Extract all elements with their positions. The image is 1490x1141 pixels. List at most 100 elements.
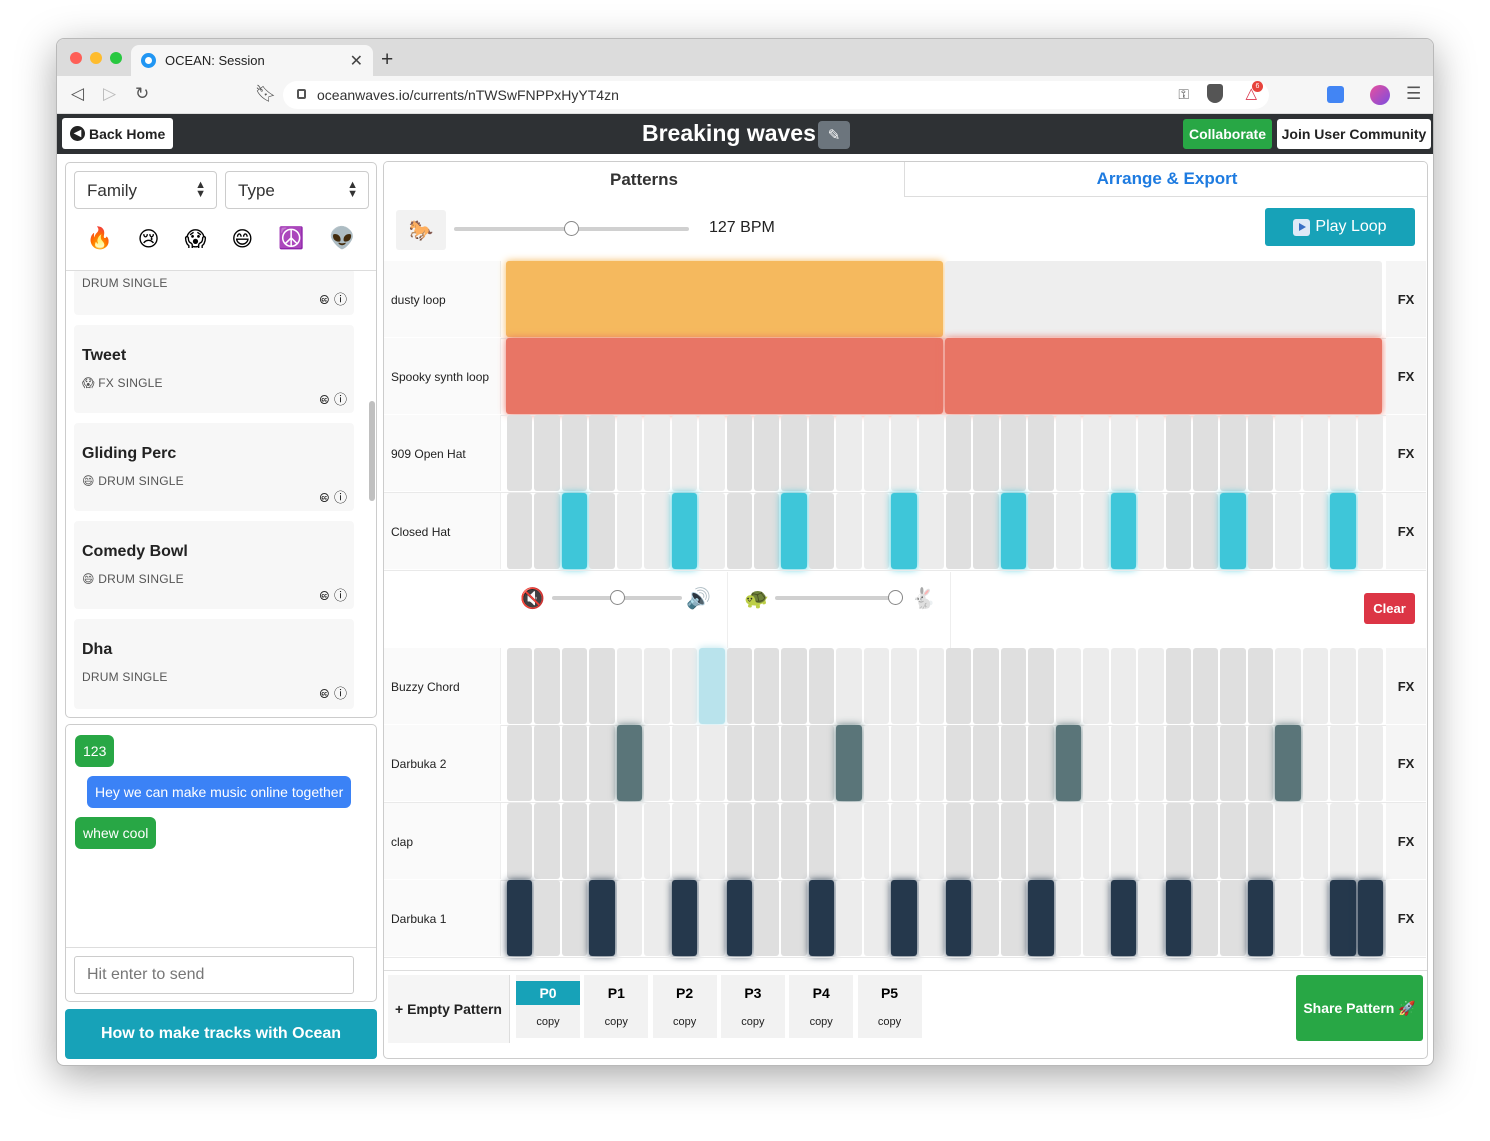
step-cell[interactable] (946, 648, 972, 724)
step-cell[interactable] (534, 648, 560, 724)
step-cell[interactable] (946, 880, 972, 956)
pattern-label[interactable]: P3 (744, 985, 762, 1001)
step-cell[interactable] (507, 415, 533, 491)
step-cell[interactable] (1302, 725, 1329, 801)
step-cell[interactable] (753, 648, 780, 724)
step-cell[interactable] (1330, 415, 1356, 491)
sad-emoji-filter[interactable]: 😢 (137, 227, 160, 251)
step-cell[interactable] (1055, 725, 1082, 801)
step-cell[interactable] (1138, 493, 1164, 569)
step-cell[interactable] (1275, 415, 1301, 491)
step-cell[interactable] (1220, 880, 1246, 956)
back-arrow-icon[interactable]: ◁ (71, 84, 85, 103)
step-cell[interactable] (699, 648, 725, 724)
step-cell[interactable] (1302, 415, 1329, 491)
sample-list-scrollbar[interactable] (369, 401, 375, 501)
browser-tab[interactable]: OCEAN: Session ✕ (131, 45, 373, 76)
copy-pattern-link[interactable]: copy (741, 1016, 765, 1028)
step-cell[interactable] (1275, 803, 1301, 879)
step-cell[interactable] (863, 725, 890, 801)
step-cell[interactable] (781, 415, 807, 491)
step-cell[interactable] (1028, 493, 1054, 569)
step-cell[interactable] (1220, 803, 1246, 879)
step-cell[interactable] (808, 493, 835, 569)
fx-button[interactable]: FX (1386, 880, 1426, 956)
step-cell[interactable] (781, 725, 807, 801)
step-cell[interactable] (589, 880, 615, 956)
step-cell[interactable] (671, 803, 698, 879)
step-cell[interactable] (1165, 803, 1191, 879)
scream-emoji-filter[interactable]: 😱 (184, 227, 207, 251)
step-cell[interactable] (863, 648, 890, 724)
step-cell[interactable] (753, 725, 780, 801)
step-cell[interactable] (781, 648, 807, 724)
step-cell[interactable] (589, 725, 615, 801)
step-cell[interactable] (1220, 415, 1246, 491)
copy-pattern-link[interactable]: copy (809, 1016, 833, 1028)
step-cell[interactable] (1055, 648, 1082, 724)
step-cell[interactable] (1247, 725, 1274, 801)
step-cell[interactable] (946, 803, 972, 879)
step-cell[interactable] (1138, 648, 1164, 724)
step-cell[interactable] (1083, 803, 1109, 879)
rabbit-icon[interactable]: 🐇 (911, 588, 936, 610)
step-cell[interactable] (1138, 803, 1164, 879)
empty-pattern-button[interactable]: + Empty Pattern (388, 975, 510, 1043)
fx-button[interactable]: FX (1386, 725, 1426, 801)
step-cell[interactable] (1330, 725, 1356, 801)
step-cell[interactable] (753, 415, 780, 491)
step-cell[interactable] (1357, 880, 1383, 956)
copy-pattern-link[interactable]: copy (536, 1016, 560, 1028)
step-cell[interactable] (616, 415, 643, 491)
step-cell[interactable] (644, 648, 670, 724)
back-home-button[interactable]: ◀ Back Home (62, 118, 174, 149)
step-cell[interactable] (616, 725, 643, 801)
step-cell[interactable] (891, 725, 917, 801)
maximize-window-button[interactable] (110, 52, 122, 64)
step-cell[interactable] (918, 803, 944, 879)
step-cell[interactable] (561, 415, 588, 491)
step-cell[interactable] (1083, 415, 1109, 491)
step-cell[interactable] (1083, 493, 1109, 569)
step-cell[interactable] (1165, 415, 1191, 491)
fx-button[interactable]: FX (1386, 415, 1426, 491)
fire-emoji-filter[interactable]: 🔥 (86, 227, 113, 250)
fx-button[interactable]: FX (1386, 338, 1426, 414)
close-window-button[interactable] (70, 52, 82, 64)
loop-block[interactable] (945, 338, 1382, 414)
pattern-label[interactable]: P2 (676, 985, 694, 1001)
how-to-button[interactable]: How to make tracks with Ocean (65, 1009, 377, 1059)
step-cell[interactable] (671, 725, 698, 801)
step-cell[interactable] (1192, 493, 1219, 569)
menu-icon[interactable]: ☰ (1406, 84, 1422, 103)
loud-speaker-icon[interactable]: 🔊 (686, 588, 711, 610)
step-cell[interactable] (1275, 493, 1301, 569)
step-cell[interactable] (836, 725, 862, 801)
collaborate-button[interactable]: Collaborate (1183, 119, 1272, 149)
step-cell[interactable] (1330, 803, 1356, 879)
alien-emoji-filter[interactable]: 👽 (329, 227, 356, 250)
step-cell[interactable] (534, 803, 560, 879)
step-cell[interactable] (1302, 493, 1329, 569)
step-cell[interactable] (836, 880, 862, 956)
step-cell[interactable] (1000, 493, 1027, 569)
step-cell[interactable] (671, 880, 698, 956)
copy-pattern-link[interactable]: copy (604, 1016, 628, 1028)
step-cell[interactable] (1000, 725, 1027, 801)
step-cell[interactable] (589, 415, 615, 491)
pattern-slot-p0[interactable]: P0 copy (516, 975, 580, 1038)
step-cell[interactable] (1083, 880, 1109, 956)
sample-card[interactable]: Tweet 😱 FX SINGLE 🅭 ⓘ (74, 325, 354, 413)
step-cell[interactable] (1302, 648, 1329, 724)
step-cell[interactable] (863, 415, 890, 491)
step-cell[interactable] (1110, 648, 1137, 724)
fx-button[interactable]: FX (1386, 493, 1426, 569)
step-cell[interactable] (1165, 880, 1191, 956)
step-cell[interactable] (836, 803, 862, 879)
step-cell[interactable] (726, 725, 752, 801)
step-cell[interactable] (891, 493, 917, 569)
pattern-slot-p5[interactable]: P5 copy (857, 975, 922, 1038)
step-cell[interactable] (1110, 493, 1137, 569)
fx-button[interactable]: FX (1386, 803, 1426, 879)
step-cell[interactable] (644, 493, 670, 569)
